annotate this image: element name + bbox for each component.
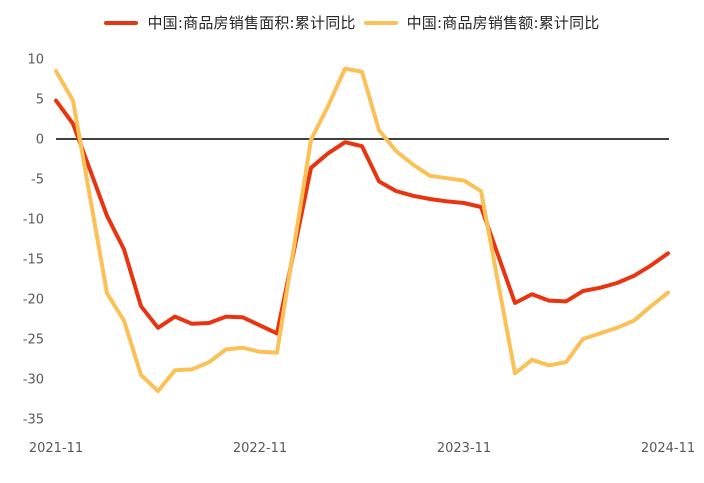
y-axis-tick-label: 0 <box>36 133 44 148</box>
y-axis-tick-label: 10 <box>27 53 44 68</box>
chart-legend: 中国:商品房销售面积:累计同比 中国:商品房销售额:累计同比 <box>0 12 704 33</box>
y-axis-tick-label: -10 <box>23 213 44 228</box>
legend-item-sales-area: 中国:商品房销售面积:累计同比 <box>104 12 355 33</box>
x-axis-tick-label: 2024-11 <box>641 441 695 456</box>
series-line-sales-amount <box>54 66 670 393</box>
series-line-sales-area <box>54 98 670 336</box>
x-axis-tick-label: 2023-11 <box>437 441 491 456</box>
legend-line-swatch-sales-amount <box>363 20 398 25</box>
x-axis-tick-label: 2021-11 <box>29 441 83 456</box>
y-axis-tick-label: 5 <box>36 93 44 108</box>
legend-label-sales-amount: 中国:商品房销售额:累计同比 <box>406 14 600 32</box>
y-axis-tick-label: -35 <box>23 413 44 428</box>
y-axis-tick-label: -20 <box>23 293 44 308</box>
legend-item-sales-amount: 中国:商品房销售额:累计同比 <box>363 12 600 33</box>
legend-label-sales-area: 中国:商品房销售面积:累计同比 <box>147 14 356 32</box>
y-axis-tick-label: -5 <box>31 173 44 188</box>
y-axis-tick-label: -30 <box>23 373 44 388</box>
y-axis-tick-label: -15 <box>23 253 44 268</box>
legend-line-swatch-sales-area <box>104 20 139 25</box>
x-axis-tick-label: 2022-11 <box>233 441 287 456</box>
y-axis-tick-label: -25 <box>23 333 44 348</box>
